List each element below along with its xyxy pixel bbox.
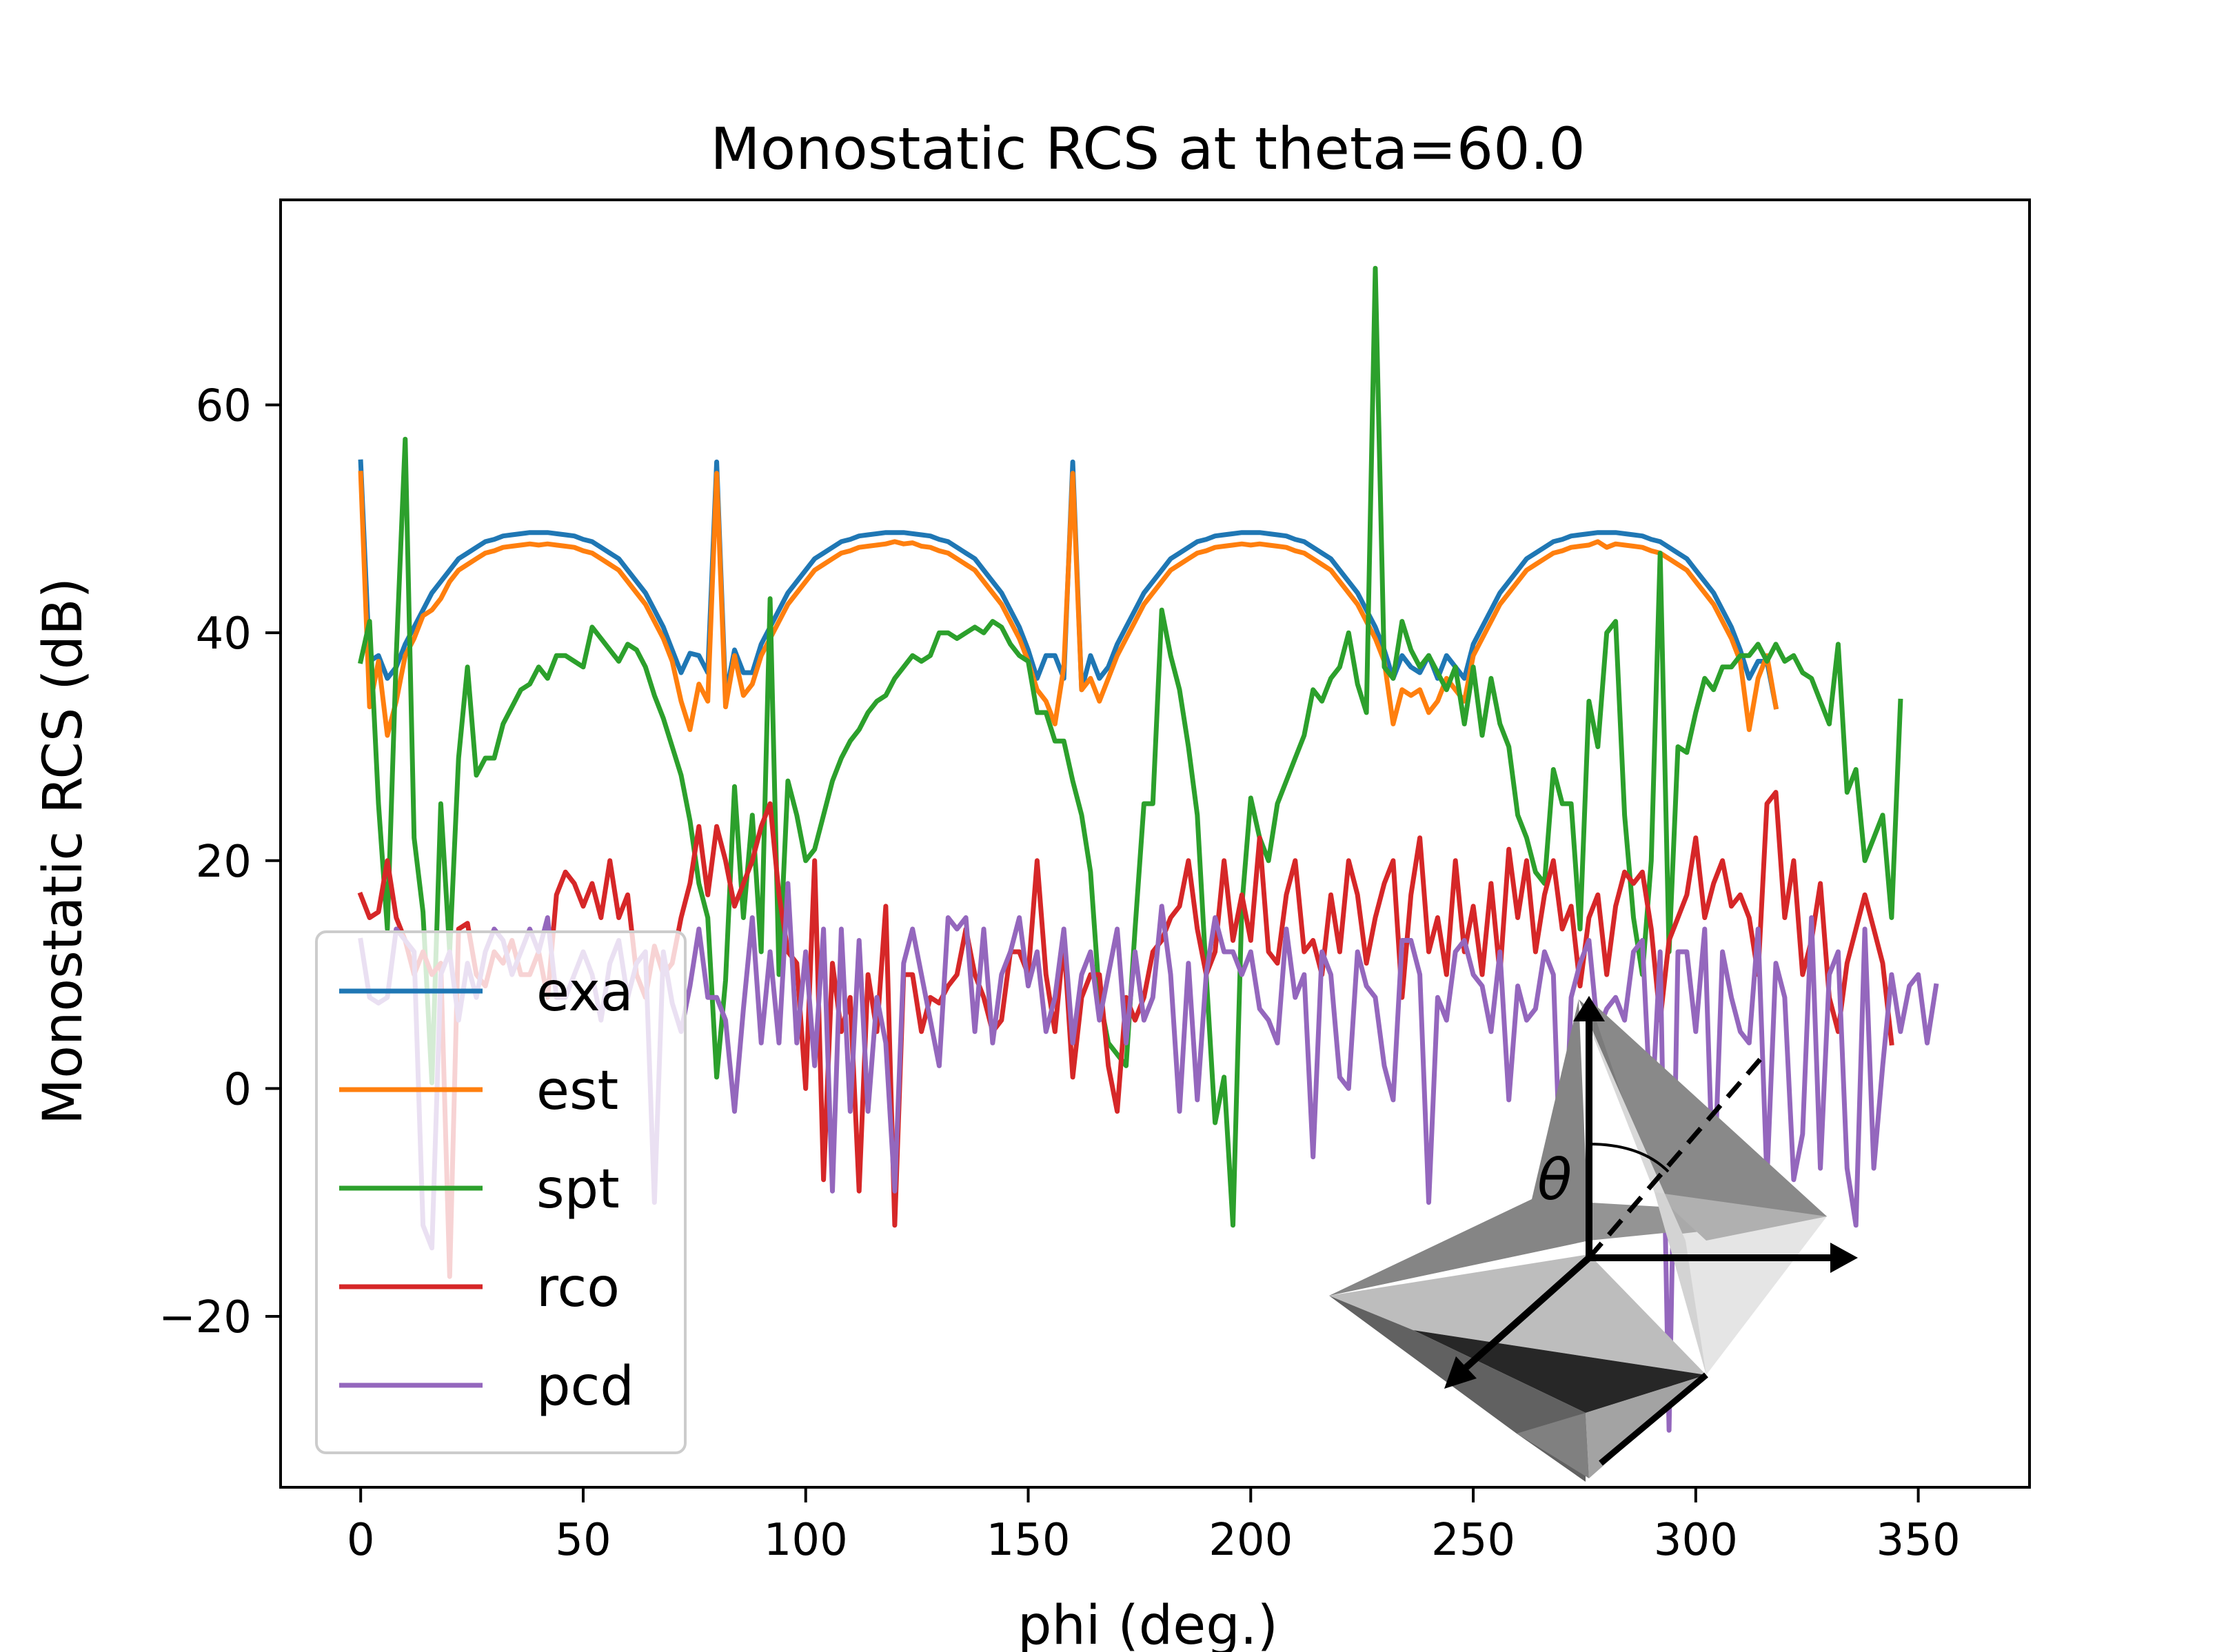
chart-title: Monostatic RCS at theta=60.0 xyxy=(710,115,1585,183)
x-tick-label: 50 xyxy=(555,1515,611,1566)
x-tick-label: 250 xyxy=(1431,1515,1515,1566)
y-axis-ticks: −20 0 20 40 60 xyxy=(159,381,281,1343)
legend-label-spt: spt xyxy=(536,1159,620,1221)
y-tick-label: 0 xyxy=(223,1064,252,1115)
x-tick-label: 350 xyxy=(1876,1515,1961,1566)
octahedron-bottom-face xyxy=(1517,1413,1589,1478)
series-line-rco xyxy=(357,790,1894,1279)
y-tick-label: −20 xyxy=(159,1292,252,1343)
plot-frame xyxy=(279,198,2031,1489)
x-arrow-head xyxy=(1444,1356,1477,1389)
x-tick-label: 150 xyxy=(986,1515,1070,1566)
theta-symbol: θ xyxy=(1537,1148,1572,1213)
x-tick-label: 300 xyxy=(1654,1515,1738,1566)
y-axis-label: Monostatic RCS (dB) xyxy=(32,578,94,1125)
y-tick-label: 40 xyxy=(196,609,252,660)
legend-label-rco: rco xyxy=(536,1257,620,1319)
theta-arc xyxy=(1588,1143,1670,1173)
octahedron-upper-face-a xyxy=(1329,999,1589,1296)
octahedron-illustration: θ xyxy=(1329,996,1858,1482)
legend: exa est spt rco pcd xyxy=(315,930,687,1454)
octahedron-right-face xyxy=(1655,1192,1827,1375)
legend-label-pcd: pcd xyxy=(536,1356,634,1418)
y-tick-label: 60 xyxy=(196,381,252,432)
legend-box xyxy=(315,930,687,1454)
octahedron-front-face xyxy=(1329,1254,1706,1375)
x-tick-label: 0 xyxy=(347,1515,375,1566)
octahedron-bottom-edge xyxy=(1599,1372,1708,1466)
y-arrow-head xyxy=(1830,1243,1858,1273)
x-axis-ticks: 0 50 100 150 200 250 300 350 xyxy=(347,1487,1961,1566)
z-arrow-head xyxy=(1573,996,1605,1021)
x-axis-label: phi (deg.) xyxy=(1018,1595,1278,1652)
legend-label-est: est xyxy=(536,1060,618,1122)
y-tick-label: 20 xyxy=(196,837,252,888)
legend-label-exa: exa xyxy=(536,961,634,1023)
x-axis-arrow xyxy=(1459,1255,1592,1374)
incidence-direction-line xyxy=(1587,1056,1763,1260)
series-line-est xyxy=(358,471,1779,738)
x-tick-label: 100 xyxy=(764,1515,848,1566)
x-tick-label: 200 xyxy=(1208,1515,1293,1566)
